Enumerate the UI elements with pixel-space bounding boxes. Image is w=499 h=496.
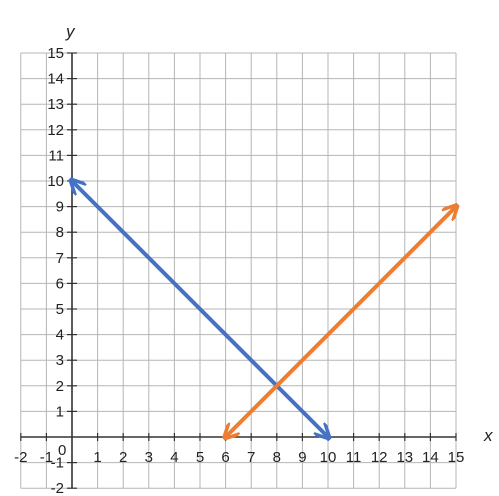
x-tick-label: 11 [346, 449, 362, 466]
y-axis-title: y [65, 22, 76, 41]
x-tick-label: -2 [14, 449, 27, 466]
y-tick-label: 12 [47, 122, 64, 139]
x-tick-label: 7 [247, 449, 255, 466]
x-tick-label: 3 [145, 449, 153, 466]
x-tick-label: 10 [320, 449, 337, 466]
series-line-2 [226, 207, 456, 437]
y-tick-label: 9 [56, 199, 64, 216]
y-tick-label: 5 [56, 301, 64, 318]
origin-label: 0 [58, 442, 66, 459]
x-axis-title: x [483, 426, 493, 445]
y-tick-label: 10 [47, 173, 64, 190]
y-tick-label: 3 [56, 352, 64, 369]
x-tick-label: 5 [196, 449, 204, 466]
x-tick-label: -1 [40, 449, 53, 466]
y-tick-label: 2 [56, 378, 64, 395]
y-tick-label: 14 [47, 71, 64, 88]
y-tick-label: 8 [56, 224, 64, 241]
x-tick-label: 1 [93, 449, 101, 466]
y-tick-label: 11 [48, 147, 64, 164]
y-tick-label: 15 [47, 45, 64, 62]
x-tick-label: 6 [221, 449, 229, 466]
x-tick-label: 9 [298, 449, 306, 466]
x-tick-label: 4 [170, 449, 178, 466]
y-tick-label: 13 [47, 96, 64, 113]
y-tick-label: 1 [56, 403, 64, 420]
y-tick-label: 7 [56, 250, 64, 267]
x-tick-label: 8 [273, 449, 281, 466]
x-tick-label: 13 [396, 449, 413, 466]
y-tick-label: 4 [56, 327, 64, 344]
x-tick-label: 12 [371, 449, 388, 466]
x-tick-label: 14 [422, 449, 439, 466]
tick-labels: -2 -1 1 2 3 4 5 6 7 8 9 10 11 12 13 14 15-2-112345678910… [14, 45, 464, 496]
series-lines [72, 181, 456, 437]
y-tick-label: -1 [51, 455, 64, 472]
y-tick-label: -2 [51, 480, 64, 496]
y-tick-label: 6 [56, 275, 64, 292]
x-tick-label: 2 [119, 449, 127, 466]
x-tick-label: 15 [448, 449, 465, 466]
